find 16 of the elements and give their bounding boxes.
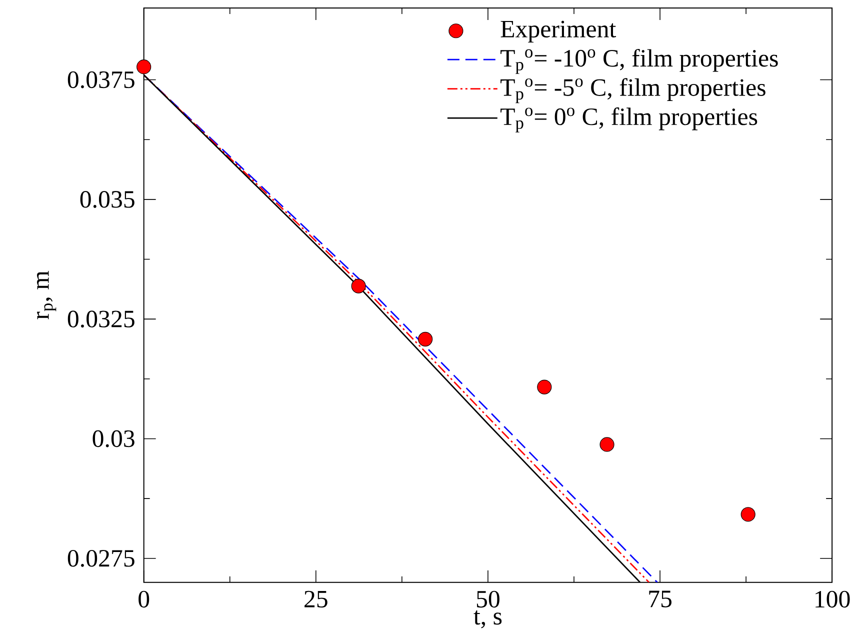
- legend-label: T$_{p}$$^{o}$= -10$^{o}$ C, film properties: [500, 48, 778, 74]
- x-tick-label: 0: [138, 590, 150, 608]
- legend-label: T$_{p}$$^{o}$= 0$^{o}$ C, film properties: [500, 107, 758, 132]
- x-tick-label: 75: [649, 590, 672, 608]
- y-tick-label: 0.0325: [68, 310, 134, 328]
- y-tick-label: 0.0275: [68, 550, 134, 567]
- y-tick-label: 0.03: [92, 430, 134, 448]
- y-tick-label: 0.035: [80, 190, 134, 208]
- x-tick-label: 100: [816, 590, 850, 608]
- x-axis-title: t, s: [474, 610, 502, 628]
- y-tick-label: 0.0375: [68, 71, 134, 88]
- x-tick-label: 50: [476, 590, 500, 608]
- legend-label: Experiment: [500, 20, 616, 42]
- y-axis-title: r$_{p}$, m: [37, 270, 56, 320]
- legend-label: T$_{p}$$^{o}$= -5$^{o}$ C, film properties: [500, 78, 766, 103]
- x-tick-label: 25: [304, 590, 328, 608]
